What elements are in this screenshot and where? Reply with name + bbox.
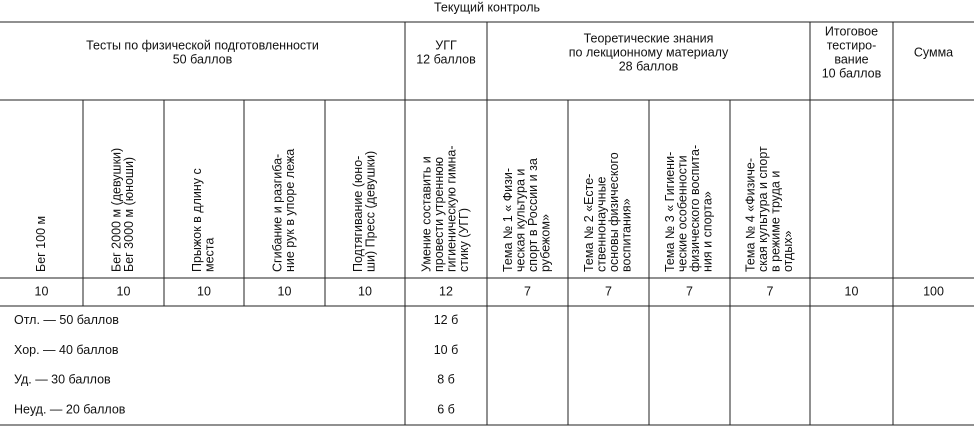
column-header: Тема № 2 «Есте- [582, 174, 596, 272]
column-header: Прыжок в длину с [190, 168, 204, 272]
points-cell: 7 [524, 284, 531, 298]
column-header: стику (УГГ) [457, 208, 471, 272]
grade-ugg: 8 б [437, 373, 455, 387]
group-header: Сумма [914, 45, 953, 59]
group-header: 10 баллов [822, 66, 882, 80]
points-cell: 10 [35, 284, 49, 298]
column-header: Умение составить и [420, 156, 434, 272]
column-header: рубежом» [539, 214, 553, 272]
points-cell: 7 [605, 284, 612, 298]
column-header: ческая культура и [514, 169, 528, 272]
column-header: воспитания» [620, 198, 634, 272]
group-header: тестиро- [827, 38, 877, 52]
column-header: Бег 100 м [34, 216, 48, 272]
grade-label: Неуд. — 20 баллов [14, 402, 126, 416]
column-header: основы физического [607, 152, 621, 272]
column-header: ская культура и спорт [756, 146, 770, 272]
group-header: по лекционному материалу [569, 45, 729, 59]
points-cell: 10 [278, 284, 292, 298]
points-cell: 10 [117, 284, 131, 298]
column-header: физического воспита- [688, 145, 702, 272]
group-header: Теоретические знания [584, 31, 714, 45]
group-header: 12 баллов [416, 52, 476, 66]
column-header: ние рук в упоре лежа [283, 149, 297, 272]
points-cell: 10 [358, 284, 372, 298]
column-header: Бег 2000 м (девушки) [110, 148, 124, 272]
column-header: ши) Пресс (девушки) [364, 151, 378, 272]
column-header: Тема № 3 « Гигиени- [663, 152, 677, 272]
group-header: вание [834, 52, 868, 66]
column-header: Тема № 1 « Физи- [501, 168, 515, 272]
column-header: ческие особенности [676, 155, 690, 272]
grade-ugg: 10 б [434, 343, 459, 357]
column-header: гигиеническую гимна- [445, 146, 459, 273]
points-cell: 12 [439, 284, 453, 298]
points-cell: 10 [197, 284, 211, 298]
group-header: УГГ [435, 38, 457, 52]
points-cell: 7 [767, 284, 774, 298]
table-title: Текущий контроль [434, 0, 540, 14]
grade-ugg: 12 б [434, 313, 459, 327]
points-cell: 100 [923, 284, 944, 298]
column-header: Сгибание и разгиба- [271, 154, 285, 272]
points-cell: 10 [845, 284, 859, 298]
column-header: места [203, 238, 217, 272]
grade-label: Хор. — 40 баллов [14, 343, 119, 357]
column-header: ственнонаучные [595, 176, 609, 272]
column-header: Бег 3000 м (юноши) [122, 157, 136, 272]
column-header: Тема № 4 «Физиче- [744, 158, 758, 272]
column-header: отдых» [781, 230, 795, 272]
grade-label: Отл. — 50 баллов [14, 313, 119, 327]
column-header: спорт в России и за [526, 158, 540, 272]
column-header: ния и спорта» [701, 191, 715, 272]
grade-ugg: 6 б [437, 402, 455, 416]
group-header: Итоговое [825, 24, 878, 38]
points-cell: 7 [686, 284, 693, 298]
column-header: Подтягивание (юно- [351, 156, 365, 272]
group-header: Тесты по физической подготовленности [86, 38, 319, 52]
group-header: 50 баллов [173, 52, 233, 66]
column-header: в режиме труда и [769, 171, 783, 272]
group-header: 28 баллов [619, 59, 679, 73]
column-header: провести утреннюю [432, 157, 446, 272]
grade-label: Уд. — 30 баллов [14, 373, 111, 387]
